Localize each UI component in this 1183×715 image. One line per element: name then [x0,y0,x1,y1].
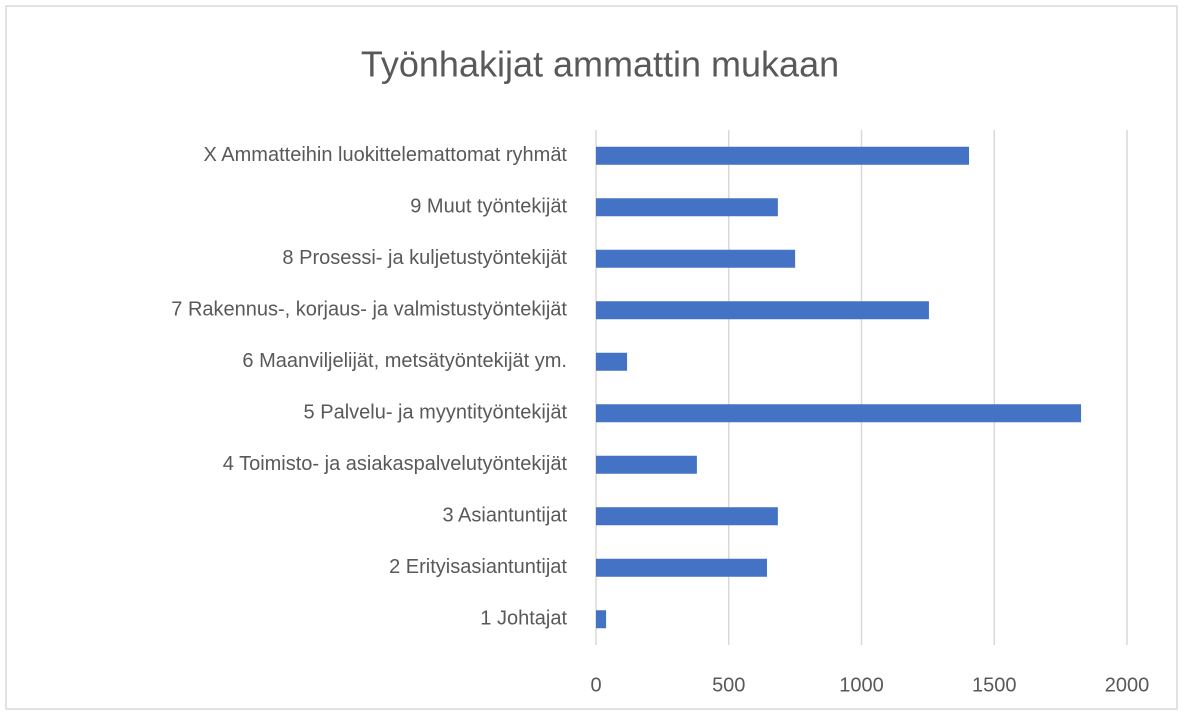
y-tick-label: 5 Palvelu- ja myyntityöntekijät [304,402,568,424]
y-tick-label: 9 Muut työntekijät [410,196,567,218]
x-tick-label: 2000 [1105,674,1150,696]
bar [596,198,778,217]
y-tick-label: 1 Johtajat [480,608,567,630]
x-tick-label: 1000 [839,674,884,696]
bar [596,249,796,268]
y-tick-label: 2 Erityisasiantuntijat [389,556,567,578]
x-tick-label: 1500 [972,674,1017,696]
bar [596,507,778,526]
chart-border [5,5,1178,710]
bar [596,610,607,629]
y-tick-label: 6 Maanviljelijät, metsätyöntekijät ym. [242,350,567,372]
y-tick-label: 8 Prosessi- ja kuljetustyöntekijät [282,247,567,269]
chart-title: Työnhakijat ammattin mukaan [361,44,839,85]
bar [596,301,929,320]
bar [596,404,1082,423]
bar [596,455,697,474]
bar [596,352,628,371]
x-tick-label: 0 [590,674,601,696]
bar [596,558,767,577]
y-tick-label: X Ammatteihin luokittelemattomat ryhmät [204,144,568,166]
bar [596,146,970,165]
y-tick-label: 4 Toimisto- ja asiakaspalvelutyöntekijät [223,453,568,475]
y-tick-label: 7 Rakennus-, korjaus- ja valmistustyönte… [171,299,567,321]
y-tick-label: 3 Asiantuntijat [442,505,567,527]
x-tick-label: 500 [712,674,745,696]
